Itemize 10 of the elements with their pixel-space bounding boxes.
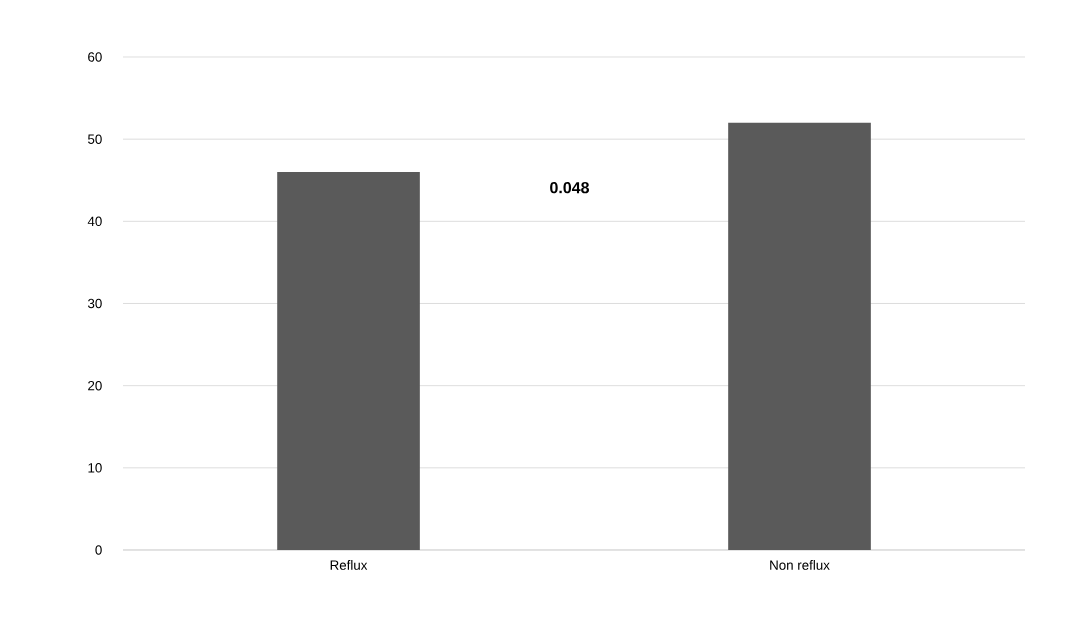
y-tick-label: 60 <box>88 52 102 62</box>
annotation: 0.048 <box>550 181 590 194</box>
y-tick-label: 50 <box>88 134 102 144</box>
x-tick-label: Non reflux <box>770 560 830 570</box>
y-tick-label: 0 <box>95 545 102 555</box>
y-tick-label: 10 <box>88 463 102 473</box>
y-tick-label: 40 <box>87 216 102 227</box>
y-tick-label: 20 <box>88 380 102 391</box>
x-tick-label: Reflux <box>330 560 368 570</box>
y-tick-label: 30 <box>87 298 102 309</box>
